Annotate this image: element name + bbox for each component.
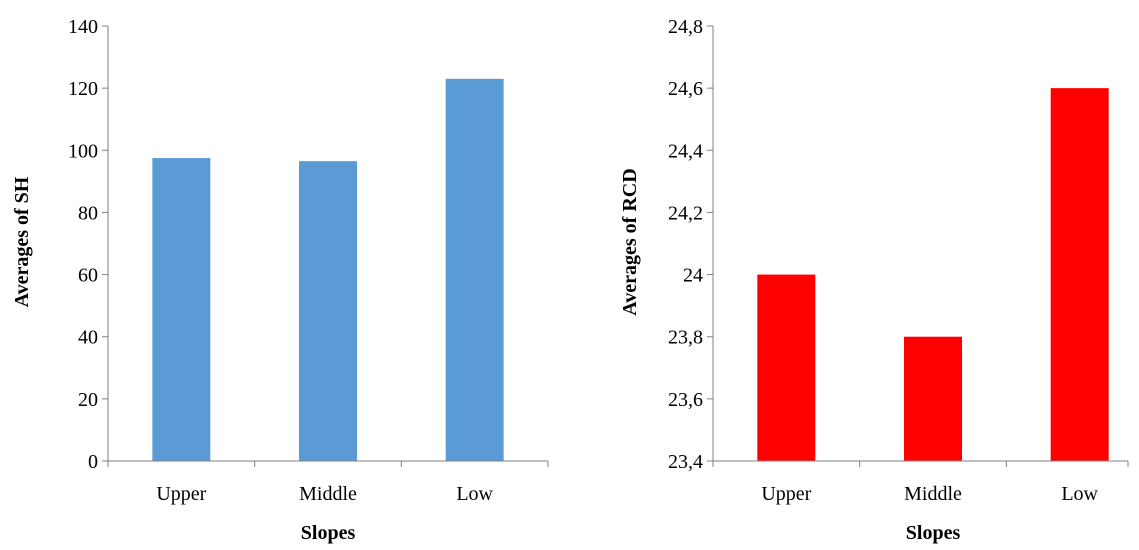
- chart-0-y-tick-label: 120: [68, 78, 98, 100]
- chart-1-y-tick-label: 24,2: [668, 202, 703, 224]
- chart-0-ylabel: Averages of SH: [11, 176, 33, 307]
- chart-1-xlabel: Slopes: [906, 522, 961, 544]
- chart-0-xlabel: Slopes: [301, 522, 356, 544]
- rcd-bar-chart: Averages of RCD Slopes 23,4 23,6 23,8 24 24,…: [619, 16, 1129, 544]
- chart-0-y-tick-label: 20: [78, 389, 98, 411]
- chart-0-category-label: Upper: [156, 483, 206, 505]
- chart-1-ylabel: Averages of RCD: [619, 168, 641, 315]
- chart-1-category-label: Low: [1061, 483, 1098, 505]
- chart-0-category-label: Middle: [299, 483, 357, 505]
- chart-1-y-tick-label: 24,4: [668, 140, 703, 162]
- chart-0-category-label: Low: [456, 483, 493, 505]
- chart-0-bar-upper: [152, 158, 211, 461]
- chart-1-y-tick-label: 24,6: [668, 78, 703, 100]
- chart-0-y-tick-label: 80: [78, 202, 98, 224]
- chart-1-category-label: Middle: [904, 483, 962, 505]
- chart-0-bar-low: [445, 78, 504, 462]
- chart-1-y-tick-label: 24,8: [668, 16, 703, 38]
- chart-1-category-label: Upper: [761, 483, 811, 505]
- sh-bar-chart: Averages of SH Slopes 0 20 40 60 80 100 120 140…: [11, 16, 549, 544]
- chart-0-y-tick-label: 100: [68, 140, 98, 162]
- chart-0-bar-middle: [299, 161, 357, 462]
- chart-1-y-tick-label: 23,6: [668, 389, 703, 411]
- chart-1-y-tick-label: 24: [683, 265, 703, 287]
- chart-0-y-tick-label: 60: [78, 265, 98, 287]
- chart-1-y-tick-label: 23,8: [668, 327, 703, 349]
- chart-1-bar-middle: [904, 336, 962, 461]
- chart-0-y-tick-label: 140: [68, 16, 98, 38]
- chart-1-bar-low: [1050, 88, 1109, 462]
- chart-0-y-tick-label: 0: [88, 451, 98, 473]
- chart-1-y-tick-label: 23,4: [668, 451, 703, 473]
- chart-1-bar-upper: [757, 274, 816, 461]
- chart-0-y-tick-label: 40: [78, 327, 98, 349]
